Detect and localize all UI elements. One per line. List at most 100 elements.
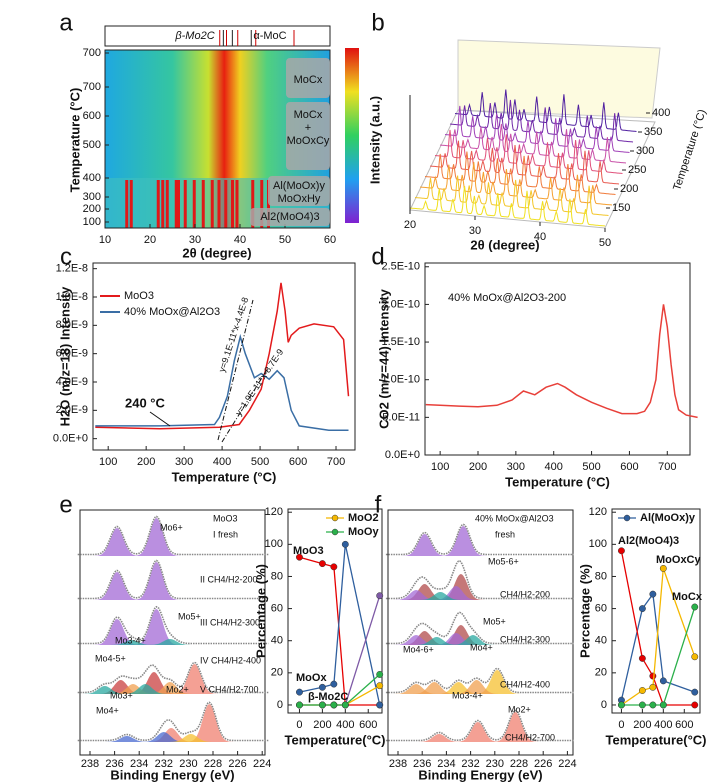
series-label: Al2(MoO4)3 bbox=[618, 535, 679, 547]
phase-label: + bbox=[305, 122, 311, 134]
legend-marker bbox=[623, 514, 631, 522]
legend-marker bbox=[331, 528, 339, 536]
x-tick-label: 200 bbox=[313, 719, 331, 731]
fit-peak bbox=[385, 734, 574, 742]
y-axis-title: H2O (m/z=18) Intensity bbox=[57, 286, 72, 427]
phase-label: MoCx bbox=[294, 74, 323, 86]
y-tick-label: 2.0E-9 bbox=[56, 404, 88, 416]
y-tick-label: 300 bbox=[83, 191, 101, 203]
y-tick-label: 4.0E-9 bbox=[56, 376, 88, 388]
annotation: Mo4-5+ bbox=[95, 653, 126, 663]
y-tick-label: 0.0E+0 bbox=[53, 433, 88, 445]
fit-peak bbox=[77, 528, 269, 556]
z-tick-label: 400 bbox=[652, 107, 670, 119]
x-tick-label: 224 bbox=[558, 758, 576, 770]
series-label: 40% MoOx@Al2O3-200 bbox=[448, 292, 566, 304]
waterfall-trace bbox=[444, 105, 630, 153]
waterfall-trace bbox=[439, 123, 627, 164]
fit-peak bbox=[385, 682, 574, 694]
x-tick-label: 232 bbox=[155, 758, 173, 770]
series-label: MoO3 bbox=[293, 545, 324, 557]
x-tick-label: 10 bbox=[99, 234, 111, 246]
series-marker bbox=[638, 605, 646, 613]
y-tick-label: 8.0E-9 bbox=[56, 319, 88, 331]
y-tick-label: 120 bbox=[589, 506, 607, 518]
y-axis-title: Intensity (a.u.) bbox=[367, 96, 382, 184]
plot-frame bbox=[287, 508, 383, 714]
fit-peak bbox=[77, 686, 269, 694]
x-tick-label: 200 bbox=[633, 719, 651, 731]
fit-peak bbox=[77, 619, 269, 645]
annotation: 240 °C bbox=[125, 395, 166, 410]
heatmap-stripe bbox=[129, 180, 133, 228]
series-label: MoOx bbox=[296, 672, 327, 684]
annotation: CH4/H2-200 bbox=[500, 589, 550, 599]
legend-label: 40% MoOx@Al2O3 bbox=[124, 306, 220, 318]
series-marker bbox=[330, 680, 338, 688]
panel-label: a bbox=[59, 9, 73, 36]
envelope bbox=[77, 605, 269, 645]
x-axis-title: 2θ (degree) bbox=[182, 245, 251, 260]
annotation: Mo5+ bbox=[483, 616, 506, 626]
series-marker bbox=[376, 682, 384, 690]
envelope bbox=[77, 559, 269, 600]
fit-peak bbox=[77, 572, 269, 600]
y-tick-label: 0 bbox=[601, 699, 607, 711]
x-tick-label: 228 bbox=[510, 758, 528, 770]
annotation: Mo5-6+ bbox=[488, 556, 519, 566]
x-tick-label: 226 bbox=[228, 758, 246, 770]
x-tick-label: 400 bbox=[336, 719, 354, 731]
y-tick-label: 20 bbox=[271, 667, 283, 679]
heatmap-stripe bbox=[267, 180, 270, 228]
envelope bbox=[77, 515, 269, 556]
y-tick-label: 2.0E-10 bbox=[381, 298, 420, 310]
ref-label: β-Mo2C bbox=[174, 30, 214, 42]
z-tick-label: 150 bbox=[612, 202, 630, 214]
x-tick-label: 100 bbox=[99, 456, 117, 468]
x-tick-label: 300 bbox=[507, 461, 525, 473]
y-tick-label: 500 bbox=[83, 139, 101, 151]
y-axis-title: Temperature (°C) bbox=[67, 88, 82, 193]
series-marker bbox=[296, 553, 303, 561]
x-tick-label: 600 bbox=[675, 719, 693, 731]
series-marker bbox=[617, 547, 625, 555]
x-axis-title: Binding Energy (eV) bbox=[418, 767, 542, 782]
z-tick-label: 300 bbox=[636, 145, 654, 157]
series-marker bbox=[649, 590, 657, 598]
heatmap-stripe bbox=[217, 180, 221, 228]
series-label: MoOxCy bbox=[656, 554, 702, 566]
y-tick-label: 20 bbox=[595, 667, 607, 679]
series-marker bbox=[638, 687, 646, 694]
phase-box bbox=[286, 58, 330, 98]
heatmap-stripe bbox=[125, 180, 129, 228]
series-marker bbox=[659, 564, 667, 572]
series-marker bbox=[691, 653, 699, 661]
envelope bbox=[77, 701, 269, 742]
x-tick-label: 400 bbox=[654, 719, 672, 731]
heatmap-stripe bbox=[231, 180, 234, 228]
annotation: CH4/H2-700 bbox=[505, 732, 555, 742]
series-marker bbox=[318, 683, 326, 691]
heatmap-stripe bbox=[192, 180, 196, 228]
x-tick-label: 700 bbox=[658, 461, 676, 473]
x-tick-label: 500 bbox=[582, 461, 600, 473]
envelope bbox=[385, 709, 574, 742]
phase-label: Al(MoOx)y bbox=[273, 180, 325, 192]
z-axis-title: Temperature (°C) bbox=[671, 108, 709, 192]
series-marker bbox=[649, 701, 657, 709]
annotation: Mo4+ bbox=[96, 705, 119, 715]
y-tick-label: 200 bbox=[83, 203, 101, 215]
y-tick-label: 80 bbox=[271, 570, 283, 582]
heatmap-stripe bbox=[183, 180, 187, 228]
x-tick-label: 600 bbox=[289, 456, 307, 468]
fit-peak bbox=[77, 682, 269, 694]
x-tick-label: 40 bbox=[234, 234, 246, 246]
y-tick-label: 100 bbox=[589, 538, 607, 550]
plot-frame bbox=[424, 262, 691, 456]
fit-peak bbox=[385, 592, 574, 600]
series-marker bbox=[330, 563, 338, 571]
x-tick-label: 100 bbox=[431, 461, 449, 473]
z-tick-label: 350 bbox=[644, 126, 662, 138]
heatmap-stripe bbox=[224, 180, 228, 228]
